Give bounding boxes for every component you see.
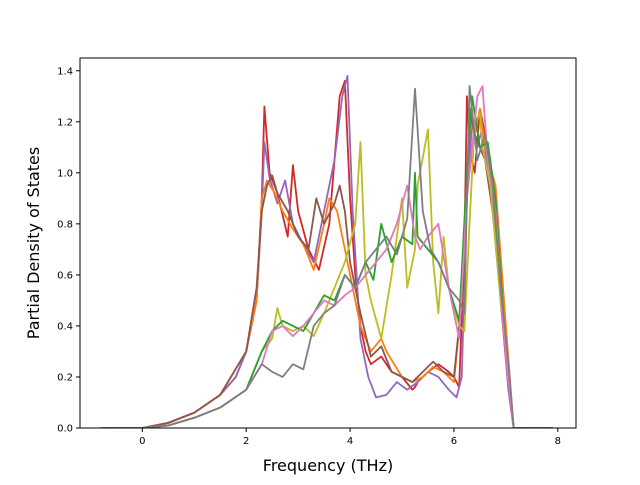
y-tick-label: 0.2 xyxy=(57,372,73,383)
series-line-8 xyxy=(100,85,553,428)
plot-frame xyxy=(79,57,577,429)
y-tick-label: 0.0 xyxy=(57,424,73,435)
y-axis-ticks: 0.0 0.2 0.4 0.6 0.8 1.0 1.2 1.4 xyxy=(57,66,80,435)
x-tick-label: 2 xyxy=(243,436,249,447)
x-tick-label: 6 xyxy=(451,436,457,447)
series-layer xyxy=(100,74,553,428)
y-tick-label: 0.4 xyxy=(57,321,73,332)
y-tick-label: 1.4 xyxy=(57,66,73,77)
x-axis-label: Frequency (THz) xyxy=(263,456,393,475)
y-tick-label: 1.0 xyxy=(57,168,73,179)
x-tick-label: 0 xyxy=(139,436,145,447)
y-tick-label: 0.8 xyxy=(57,219,73,230)
y-axis-label: Partial Density of States xyxy=(24,147,43,339)
y-tick-label: 0.6 xyxy=(57,270,73,281)
series-line-5 xyxy=(100,113,553,428)
x-axis-ticks: 0 2 4 6 8 xyxy=(139,428,561,447)
x-tick-label: 8 xyxy=(555,436,561,447)
y-tick-label: 1.2 xyxy=(57,117,73,128)
plot-area xyxy=(80,58,576,428)
x-tick-label: 4 xyxy=(347,436,353,447)
